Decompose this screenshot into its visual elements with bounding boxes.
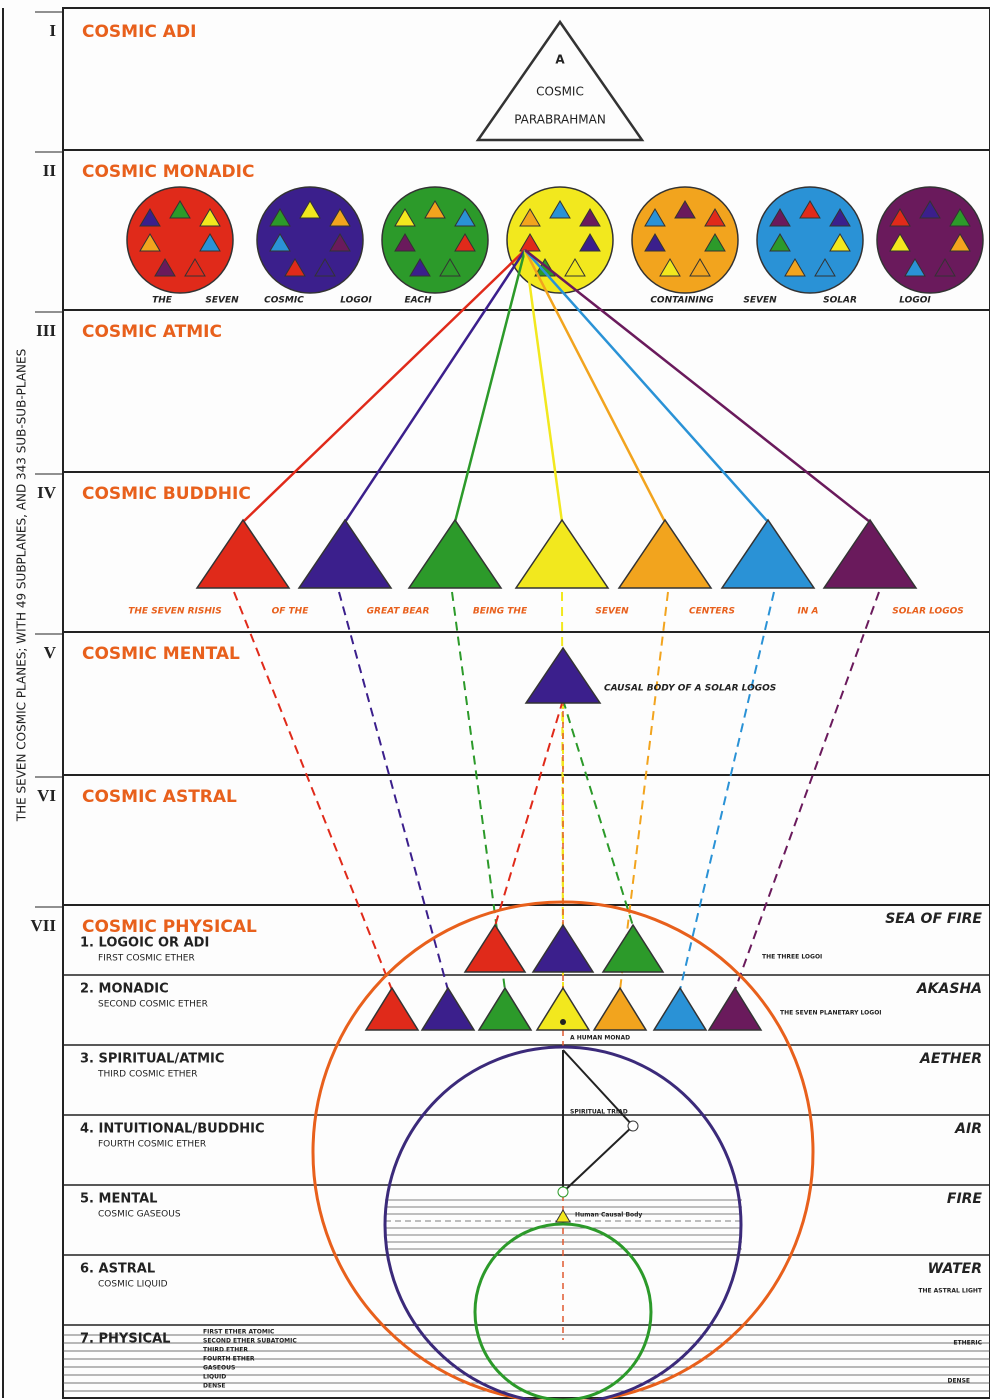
element: WATER (928, 1261, 982, 1277)
buddhic-caption: GREAT BEAR (367, 607, 430, 617)
physical-layer: GASEOUS (203, 1365, 235, 1372)
triad-node (628, 1121, 638, 1131)
monadic-caption: SEVEN (205, 296, 239, 306)
monadic-caption: LOGOI (340, 296, 372, 306)
adi-text: PARABRAHMAN (514, 113, 606, 127)
triad-node (558, 1187, 568, 1197)
monadic-caption: SEVEN (743, 296, 777, 306)
buddhic-caption: THE SEVEN RISHIS (128, 607, 222, 617)
monad-point (560, 1019, 566, 1025)
plane-numeral: VI (37, 786, 56, 805)
monadic-caption: COSMIC (264, 296, 304, 306)
subplane-subtitle: COSMIC LIQUID (98, 1280, 168, 1290)
adi-text: COSMIC (536, 85, 584, 99)
buddhic-caption: SEVEN (595, 607, 629, 617)
adi-text: A (555, 53, 565, 67)
physical-layer: LIQUID (203, 1374, 226, 1381)
subplane-title: 6. ASTRAL (80, 1262, 155, 1277)
subplane-title: 1. LOGOIC OR ADI (80, 936, 209, 951)
buddhic-caption: BEING THE (473, 607, 528, 617)
mental-caption: CAUSAL BODY OF A SOLAR LOGOS (604, 684, 776, 694)
subplane-subtitle: SECOND COSMIC ETHER (98, 1000, 208, 1010)
physical-layer: DENSE (203, 1383, 226, 1390)
note: DENSE (947, 1378, 970, 1385)
plane-title: COSMIC PHYSICAL (82, 917, 257, 937)
monadic-caption: THE (152, 296, 173, 306)
plane-numeral: IV (37, 483, 57, 502)
subplane-subtitle: THIRD COSMIC ETHER (97, 1070, 198, 1080)
plane-numeral: V (44, 643, 57, 662)
subplane-title: 5. MENTAL (80, 1192, 157, 1207)
physical-layer: THIRD ETHER (203, 1347, 248, 1354)
physical-layer: SECOND ETHER SUBATOMIC (203, 1338, 297, 1345)
diagram: THE SEVEN COSMIC PLANES; WITH 49 SUBPLAN… (0, 0, 990, 1400)
plane-title: COSMIC ATMIC (82, 322, 222, 342)
subplane-subtitle: FIRST COSMIC ETHER (98, 954, 195, 964)
physical-layer: FOURTH ETHER (203, 1356, 255, 1363)
element: AKASHA (916, 981, 982, 997)
plane-title: COSMIC MONADIC (82, 162, 254, 182)
buddhic-caption: IN A (798, 607, 819, 617)
monadic-caption: SOLAR (823, 296, 857, 306)
plane-numeral: III (36, 321, 56, 340)
subplane-title: 4. INTUITIONAL/BUDDHIC (80, 1122, 265, 1137)
plane-numeral: I (49, 21, 56, 40)
plane-numeral: II (43, 161, 57, 180)
monadic-caption: EACH (405, 296, 432, 306)
monadic-caption: CONTAINING (650, 296, 713, 306)
element: AIR (954, 1121, 982, 1137)
subplane-title: 2. MONADIC (80, 982, 169, 997)
label: Human Causal Body (575, 1212, 642, 1219)
element: AETHER (919, 1051, 982, 1067)
subplane-subtitle: COSMIC GASEOUS (98, 1210, 181, 1220)
note: THE ASTRAL LIGHT (918, 1288, 983, 1295)
subplane-subtitle: FOURTH COSMIC ETHER (98, 1140, 206, 1150)
subplane-title: 3. SPIRITUAL/ATMIC (80, 1052, 224, 1067)
monadic-caption: LOGOI (899, 296, 931, 306)
note: THE THREE LOGOI (762, 954, 822, 961)
element: SEA OF FIRE (885, 911, 982, 927)
element: ETHERIC (953, 1340, 982, 1347)
label: A HUMAN MONAD (570, 1035, 630, 1042)
buddhic-caption: SOLAR LOGOS (892, 607, 963, 617)
plane-numeral: VII (30, 916, 56, 935)
physical-layer: FIRST ETHER ATOMIC (203, 1329, 275, 1336)
note: THE SEVEN PLANETARY LOGOI (780, 1010, 882, 1017)
element: FIRE (947, 1191, 983, 1207)
plane-title: COSMIC ASTRAL (82, 787, 237, 807)
plane-title: COSMIC MENTAL (82, 644, 240, 664)
subplane-title: 7. PHYSICAL (80, 1332, 170, 1347)
plane-title: COSMIC ADI (82, 22, 196, 42)
buddhic-caption: CENTERS (689, 607, 735, 617)
buddhic-caption: OF THE (272, 607, 310, 617)
label: SPIRITUAL TRIAD (570, 1109, 628, 1116)
side-title: THE SEVEN COSMIC PLANES; WITH 49 SUBPLAN… (15, 349, 29, 822)
plane-title: COSMIC BUDDHIC (82, 484, 251, 504)
